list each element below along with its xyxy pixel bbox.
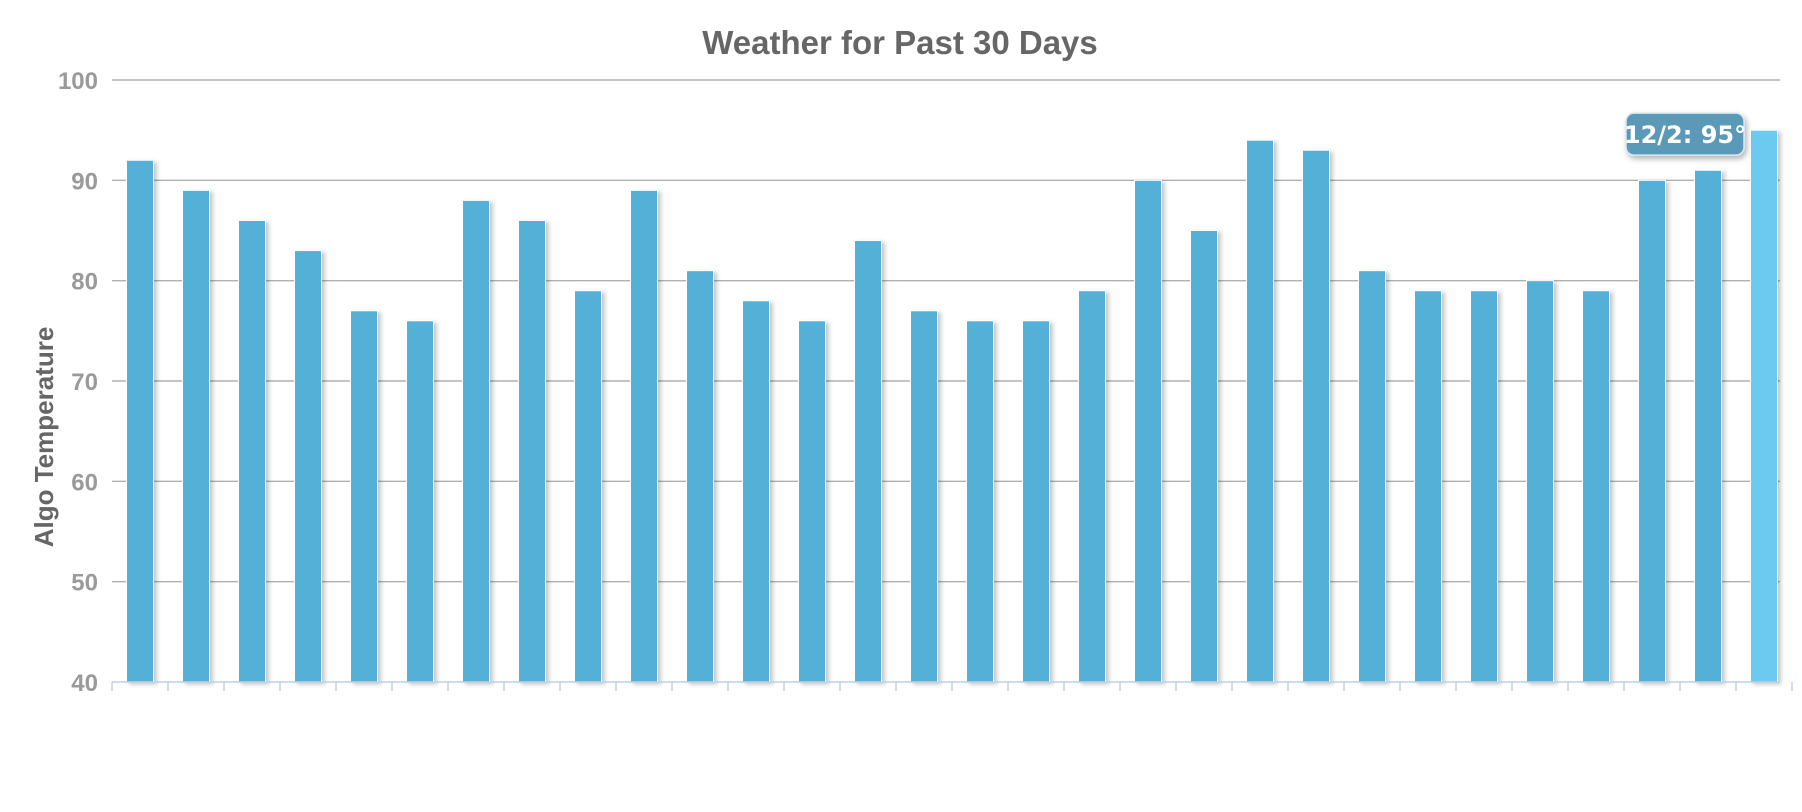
tooltip-box	[1625, 112, 1745, 156]
bar[interactable]	[1526, 280, 1554, 683]
chart-title: Weather for Past 30 Days	[702, 24, 1098, 61]
bar[interactable]	[1414, 290, 1442, 683]
bar[interactable]	[1582, 290, 1610, 683]
y-tick-label: 100	[58, 68, 98, 95]
bar[interactable]	[742, 300, 770, 683]
bar[interactable]	[1638, 179, 1666, 683]
y-tick-label: 50	[71, 570, 98, 597]
y-tick-label: 80	[71, 269, 98, 296]
y-tick-label: 70	[71, 369, 98, 396]
bar[interactable]	[1246, 139, 1274, 683]
bar[interactable]	[686, 270, 714, 683]
bars	[126, 129, 1778, 683]
y-axis-label: Algo Temperature	[29, 327, 59, 548]
bar[interactable]	[910, 310, 938, 683]
bar[interactable]	[126, 159, 154, 683]
y-tick-label: 60	[71, 469, 98, 496]
bar[interactable]	[1302, 149, 1330, 683]
bar[interactable]	[518, 219, 546, 683]
bar[interactable]	[1470, 290, 1498, 683]
bar[interactable]	[1022, 320, 1050, 683]
bar[interactable]	[854, 240, 882, 683]
x-axis	[111, 681, 1793, 691]
bar-highlighted[interactable]	[1750, 129, 1778, 683]
bar[interactable]	[798, 320, 826, 683]
y-tick-label: 90	[71, 168, 98, 195]
tooltip: 12/2: 95°	[1624, 112, 1746, 156]
bar[interactable]	[630, 189, 658, 683]
bar[interactable]	[574, 290, 602, 683]
grid-lines	[112, 79, 1780, 583]
tooltip-text: 12/2: 95°	[1624, 121, 1746, 149]
bar[interactable]	[462, 199, 490, 683]
bar[interactable]	[406, 320, 434, 683]
y-tick-labels: 40 50 60 70 80 90 100	[58, 68, 98, 697]
bar[interactable]	[1358, 270, 1386, 683]
y-tick-label: 40	[71, 670, 98, 697]
bar[interactable]	[350, 310, 378, 683]
bar[interactable]	[1190, 230, 1218, 683]
bar[interactable]	[1078, 290, 1106, 683]
bar[interactable]	[1134, 179, 1162, 683]
bar[interactable]	[238, 219, 266, 683]
bar[interactable]	[294, 250, 322, 683]
bar[interactable]	[182, 189, 210, 683]
bar[interactable]	[1694, 169, 1722, 683]
bar[interactable]	[966, 320, 994, 683]
